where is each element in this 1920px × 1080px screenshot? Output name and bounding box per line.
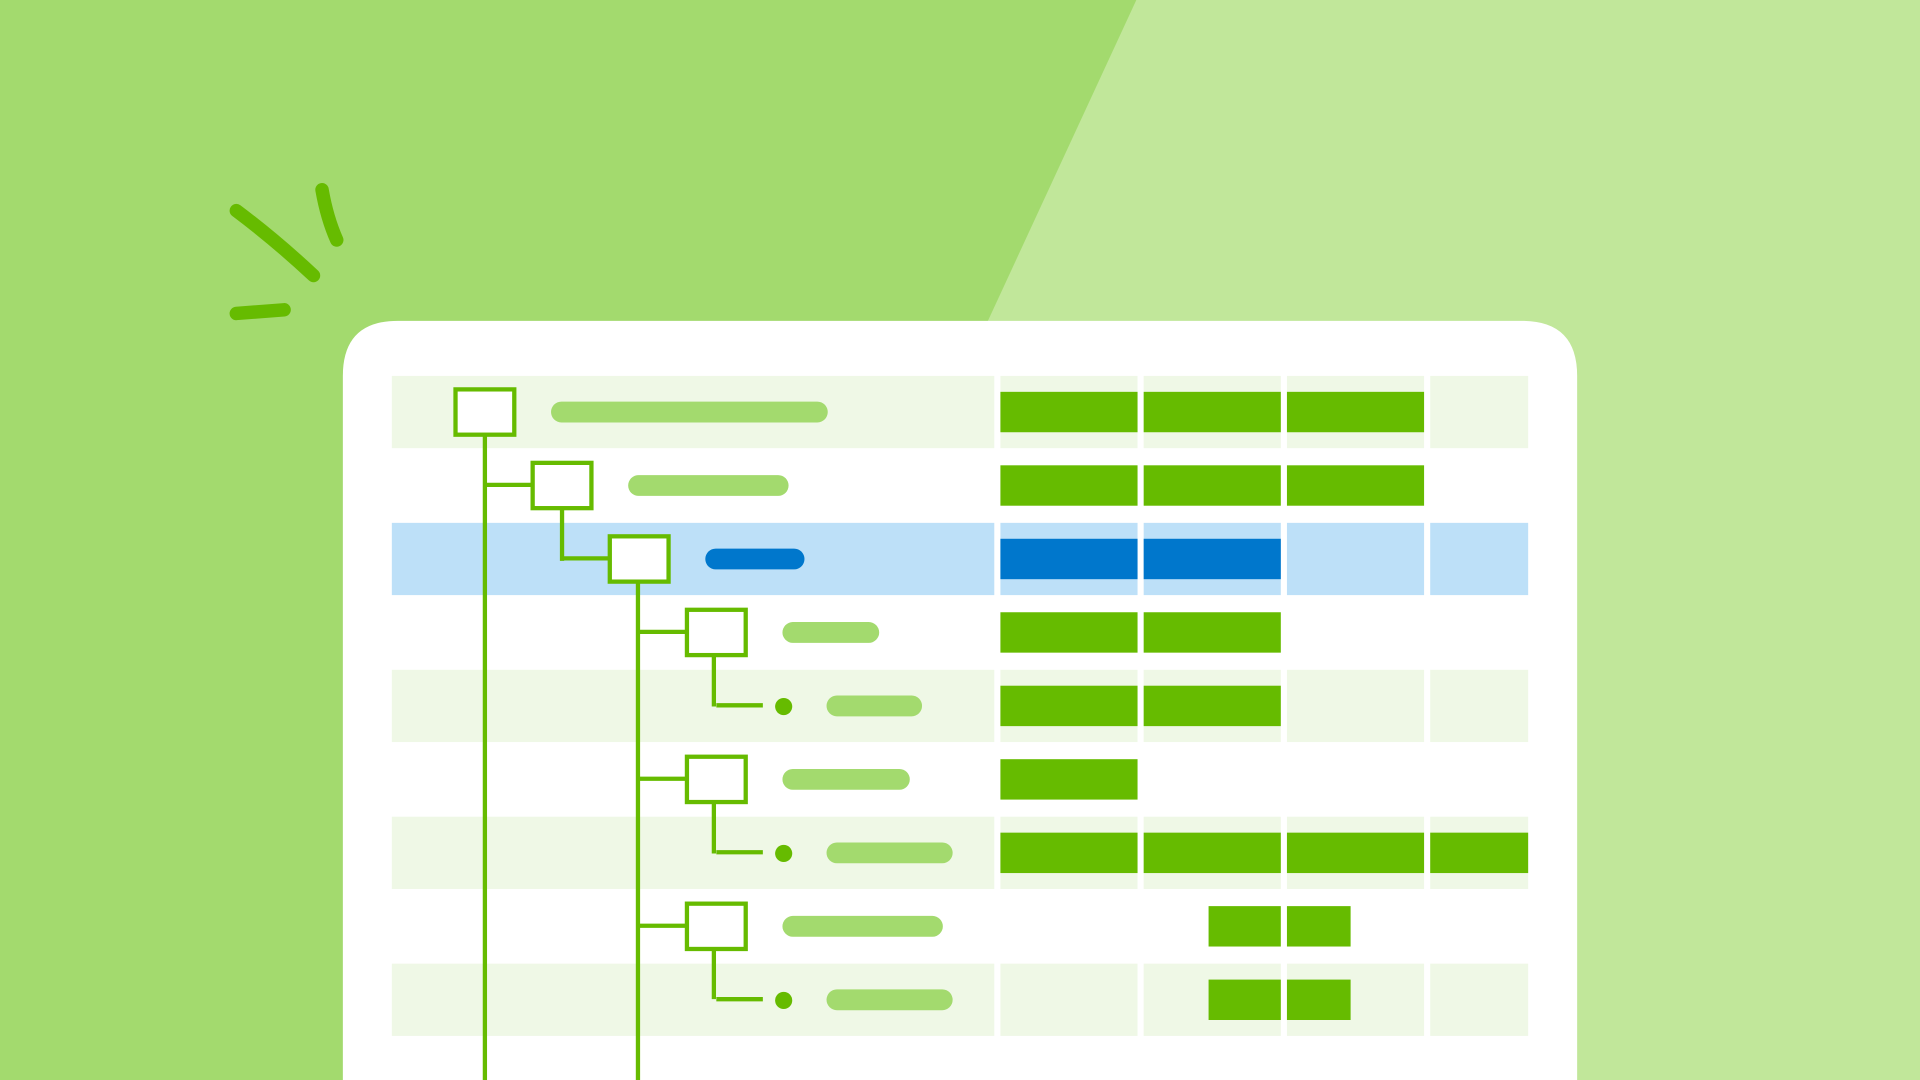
gantt-bar[interactable] xyxy=(1143,391,1281,433)
gantt-bar[interactable] xyxy=(1286,391,1425,433)
gantt-row[interactable] xyxy=(1000,465,1425,506)
task-label-placeholder[interactable] xyxy=(826,989,953,1011)
leaf-dot-icon xyxy=(775,844,793,863)
row-timeline-cell xyxy=(1000,963,1138,1036)
spark-lines-icon xyxy=(229,183,344,321)
gantt-bar[interactable] xyxy=(1000,465,1138,506)
task-label-placeholder[interactable] xyxy=(551,401,828,423)
leaf-dot-icon xyxy=(775,991,793,1009)
gantt-row[interactable] xyxy=(391,816,1529,889)
tree-nodes xyxy=(453,387,953,1011)
gantt-bar[interactable] xyxy=(1000,685,1138,727)
task-label-placeholder[interactable] xyxy=(826,695,923,717)
row-timeline-cell xyxy=(1286,669,1425,743)
gantt-bar[interactable] xyxy=(1143,612,1281,653)
task-label-placeholder[interactable] xyxy=(782,915,943,937)
gantt-bar[interactable] xyxy=(1143,538,1281,580)
task-label-placeholder[interactable] xyxy=(705,548,805,570)
gantt-bar[interactable] xyxy=(1000,759,1138,800)
row-timeline-cell xyxy=(1286,522,1425,596)
gantt-bar[interactable] xyxy=(1208,906,1281,947)
gantt-row[interactable] xyxy=(1000,612,1281,653)
gantt-row[interactable] xyxy=(391,963,1529,1036)
gantt-bar[interactable] xyxy=(1286,832,1425,874)
folder-node-icon[interactable] xyxy=(684,901,748,952)
task-label-placeholder[interactable] xyxy=(628,475,789,496)
gantt-bar[interactable] xyxy=(1286,465,1425,506)
row-timeline-cell xyxy=(1430,669,1529,743)
gantt-row[interactable] xyxy=(391,669,1529,743)
gantt-row[interactable] xyxy=(1208,906,1351,947)
row-timeline-cell xyxy=(1430,522,1529,596)
gantt-bar[interactable] xyxy=(1286,979,1351,1020)
gantt-bar[interactable] xyxy=(1143,685,1281,727)
gantt-bar[interactable] xyxy=(1143,832,1281,874)
gantt-bar[interactable] xyxy=(1000,538,1138,580)
gantt-bar[interactable] xyxy=(1208,979,1281,1020)
row-timeline-cell xyxy=(1430,375,1529,449)
leaf-dot-icon xyxy=(775,697,793,716)
tree-lines xyxy=(482,434,763,1080)
gantt-bar[interactable] xyxy=(1286,906,1351,947)
task-label-placeholder[interactable] xyxy=(782,768,910,790)
gantt-bar[interactable] xyxy=(1000,832,1138,874)
task-label-placeholder[interactable] xyxy=(782,622,880,643)
gantt-bar[interactable] xyxy=(1000,391,1138,433)
folder-node-icon[interactable] xyxy=(684,754,748,805)
task-label-placeholder[interactable] xyxy=(826,842,953,864)
gantt-bar[interactable] xyxy=(1000,612,1138,653)
gantt-bar[interactable] xyxy=(1143,465,1281,506)
gantt-bar[interactable] xyxy=(1430,832,1529,874)
folder-node-icon[interactable] xyxy=(684,607,748,658)
folder-node-icon[interactable] xyxy=(607,534,671,584)
gantt-row-selected[interactable] xyxy=(391,522,1529,596)
row-label-cell xyxy=(391,522,995,596)
row-timeline-cell xyxy=(1430,963,1529,1036)
gantt-row[interactable] xyxy=(1000,759,1138,800)
folder-node-icon[interactable] xyxy=(453,387,517,437)
folder-node-icon[interactable] xyxy=(530,460,594,511)
gantt-rows xyxy=(391,375,1529,1036)
